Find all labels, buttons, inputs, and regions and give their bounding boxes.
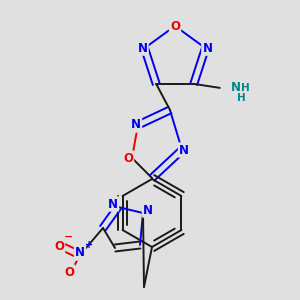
Text: N: N [131, 118, 141, 131]
Text: N: N [143, 203, 153, 217]
Text: +: + [85, 240, 93, 250]
Text: O: O [54, 241, 64, 254]
Text: H: H [237, 93, 246, 103]
Text: H: H [242, 83, 250, 93]
Text: N: N [179, 143, 189, 157]
Text: O: O [64, 266, 74, 278]
Text: N: N [75, 247, 85, 260]
Text: −: − [64, 232, 74, 242]
Text: N: N [108, 197, 118, 211]
Text: O: O [170, 20, 180, 32]
Text: O: O [123, 152, 133, 164]
Text: N: N [231, 81, 241, 94]
Text: N: N [202, 42, 212, 55]
Text: N: N [138, 42, 148, 55]
